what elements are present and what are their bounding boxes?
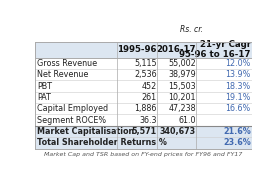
Text: 47,238: 47,238 bbox=[168, 104, 196, 113]
Text: 340,673: 340,673 bbox=[160, 127, 196, 136]
Text: Capital Employed: Capital Employed bbox=[37, 104, 108, 113]
Text: Gross Revenue: Gross Revenue bbox=[37, 59, 97, 68]
Text: 1995-96: 1995-96 bbox=[117, 45, 157, 54]
Text: 2,536: 2,536 bbox=[134, 70, 157, 79]
Text: 21-yr Cagr
95-96 to 16-17: 21-yr Cagr 95-96 to 16-17 bbox=[179, 40, 251, 59]
Text: 10,201: 10,201 bbox=[168, 93, 196, 102]
Text: 13.9%: 13.9% bbox=[225, 70, 251, 79]
Bar bbox=[35, 69, 252, 80]
Text: 12.0%: 12.0% bbox=[225, 59, 251, 68]
Text: 36.3: 36.3 bbox=[139, 116, 157, 125]
Text: 261: 261 bbox=[142, 93, 157, 102]
Bar bbox=[35, 103, 252, 114]
Bar bbox=[35, 92, 252, 103]
Bar bbox=[35, 137, 252, 148]
Text: 61.0: 61.0 bbox=[178, 116, 196, 125]
Text: 16.6%: 16.6% bbox=[225, 104, 251, 113]
Text: PBT: PBT bbox=[37, 82, 52, 91]
Text: 452: 452 bbox=[141, 82, 157, 91]
Text: Total Shareholder Returns %: Total Shareholder Returns % bbox=[37, 138, 167, 147]
Text: 19.1%: 19.1% bbox=[225, 93, 251, 102]
Text: 55,002: 55,002 bbox=[168, 59, 196, 68]
Bar bbox=[35, 80, 252, 92]
Text: 2016-17: 2016-17 bbox=[156, 45, 196, 54]
Text: 5,115: 5,115 bbox=[134, 59, 157, 68]
Text: Rs. cr.: Rs. cr. bbox=[180, 25, 203, 34]
Text: PAT: PAT bbox=[37, 93, 51, 102]
Bar bbox=[35, 58, 252, 69]
Text: 21.6%: 21.6% bbox=[223, 127, 251, 136]
Bar bbox=[35, 126, 252, 137]
Text: 23.6%: 23.6% bbox=[223, 138, 251, 147]
Text: Net Revenue: Net Revenue bbox=[37, 70, 88, 79]
Bar bbox=[35, 114, 252, 126]
Text: 1,886: 1,886 bbox=[134, 104, 157, 113]
Text: Market Capitalisation: Market Capitalisation bbox=[37, 127, 134, 136]
Text: 5,571: 5,571 bbox=[132, 127, 157, 136]
Text: 38,979: 38,979 bbox=[168, 70, 196, 79]
Text: Segment ROCE%: Segment ROCE% bbox=[37, 116, 106, 125]
Text: Market Cap and TSR based on FY-end prices for FY96 and FY17: Market Cap and TSR based on FY-end price… bbox=[44, 152, 243, 157]
Text: 18.3%: 18.3% bbox=[225, 82, 251, 91]
Text: 15,503: 15,503 bbox=[168, 82, 196, 91]
